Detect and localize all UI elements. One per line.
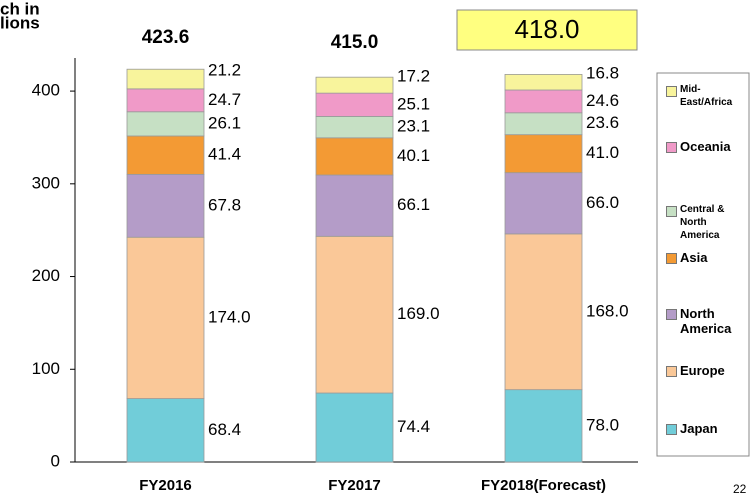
legend-label: Central & North America	[680, 204, 725, 241]
y-tick-label: 200	[32, 266, 60, 285]
data-label: 41.4	[208, 145, 241, 164]
legend-item: North America	[666, 306, 748, 336]
data-label: 40.1	[397, 146, 430, 165]
total-label: 418.0	[514, 14, 579, 44]
legend-item: Mid-East/Africa	[666, 83, 748, 109]
legend-frame	[656, 72, 750, 457]
bar-segment	[315, 92, 394, 117]
data-label: 174.0	[208, 307, 251, 326]
data-label: 23.6	[586, 113, 619, 132]
bar-segment	[126, 68, 205, 90]
legend-swatch	[666, 86, 677, 97]
legend-swatch	[666, 424, 677, 435]
bar-segment	[315, 76, 394, 94]
legend-item: Japan	[666, 421, 748, 436]
data-label: 24.7	[208, 90, 241, 109]
x-tick-label: FY2017	[328, 477, 381, 494]
data-label: 26.1	[208, 113, 241, 132]
bar-segment	[126, 111, 205, 137]
bar-segment	[126, 88, 205, 113]
bar-segment	[504, 172, 583, 235]
legend-item: Europe	[666, 363, 748, 378]
data-label: 168.0	[586, 301, 629, 320]
y-axis-title: ch in	[0, 0, 40, 18]
total-label: 423.6	[142, 27, 190, 48]
legend-swatch	[666, 142, 677, 153]
total-box	[456, 9, 638, 51]
bar-segment	[126, 135, 205, 175]
bar-segment	[315, 116, 394, 139]
x-tick-label: FY2018(Forecast)	[481, 477, 606, 494]
data-label: 23.1	[397, 117, 430, 136]
bar-segment	[504, 134, 583, 174]
legend-label: Asia	[680, 250, 708, 265]
legend-label: Oceania	[680, 139, 731, 154]
bar-segment	[504, 89, 583, 114]
legend-item: Asia	[666, 250, 748, 265]
legend-item: Central & North America	[666, 203, 748, 242]
data-label: 68.4	[208, 420, 241, 439]
bar-segment	[315, 392, 394, 463]
page-number: 22	[733, 482, 747, 496]
legend-label: Europe	[680, 363, 725, 378]
bar-segment	[126, 236, 205, 399]
data-label: 24.6	[586, 91, 619, 110]
y-tick-label: 400	[32, 81, 60, 100]
data-label: 21.2	[208, 61, 241, 80]
legend-swatch	[666, 253, 677, 264]
data-label: 25.1	[397, 94, 430, 113]
y-tick-label: 300	[32, 173, 60, 192]
bar-segment	[315, 235, 394, 394]
bar-segment	[504, 389, 583, 463]
legend-label: North America	[680, 306, 732, 336]
bar-segment	[315, 174, 394, 237]
data-label: 41.0	[586, 143, 619, 162]
bar-segment	[315, 137, 394, 176]
legend-label: Mid-East/Africa	[680, 84, 733, 108]
data-label: 67.8	[208, 195, 241, 214]
data-label: 17.2	[397, 67, 430, 86]
data-label: 66.1	[397, 195, 430, 214]
bar-segment	[504, 112, 583, 136]
data-label: 16.8	[586, 64, 619, 83]
total-label: 415.0	[331, 32, 379, 53]
data-label: 169.0	[397, 304, 440, 323]
data-label: 66.0	[586, 193, 619, 212]
bar-segment	[126, 173, 205, 238]
y-tick-label: 0	[51, 451, 60, 470]
bar-segment	[126, 398, 205, 463]
data-label: 78.0	[586, 415, 619, 434]
bar-segment	[504, 233, 583, 391]
legend-swatch	[666, 309, 677, 320]
data-label: 74.4	[397, 417, 430, 436]
y-axis-title: lions	[0, 13, 40, 32]
y-tick-label: 100	[32, 359, 60, 378]
x-tick-label: FY2016	[139, 477, 192, 494]
legend-swatch	[666, 366, 677, 377]
legend-label: Japan	[680, 421, 718, 436]
legend-swatch	[666, 206, 677, 217]
legend-item: Oceania	[666, 139, 748, 154]
bar-segment	[504, 74, 583, 91]
